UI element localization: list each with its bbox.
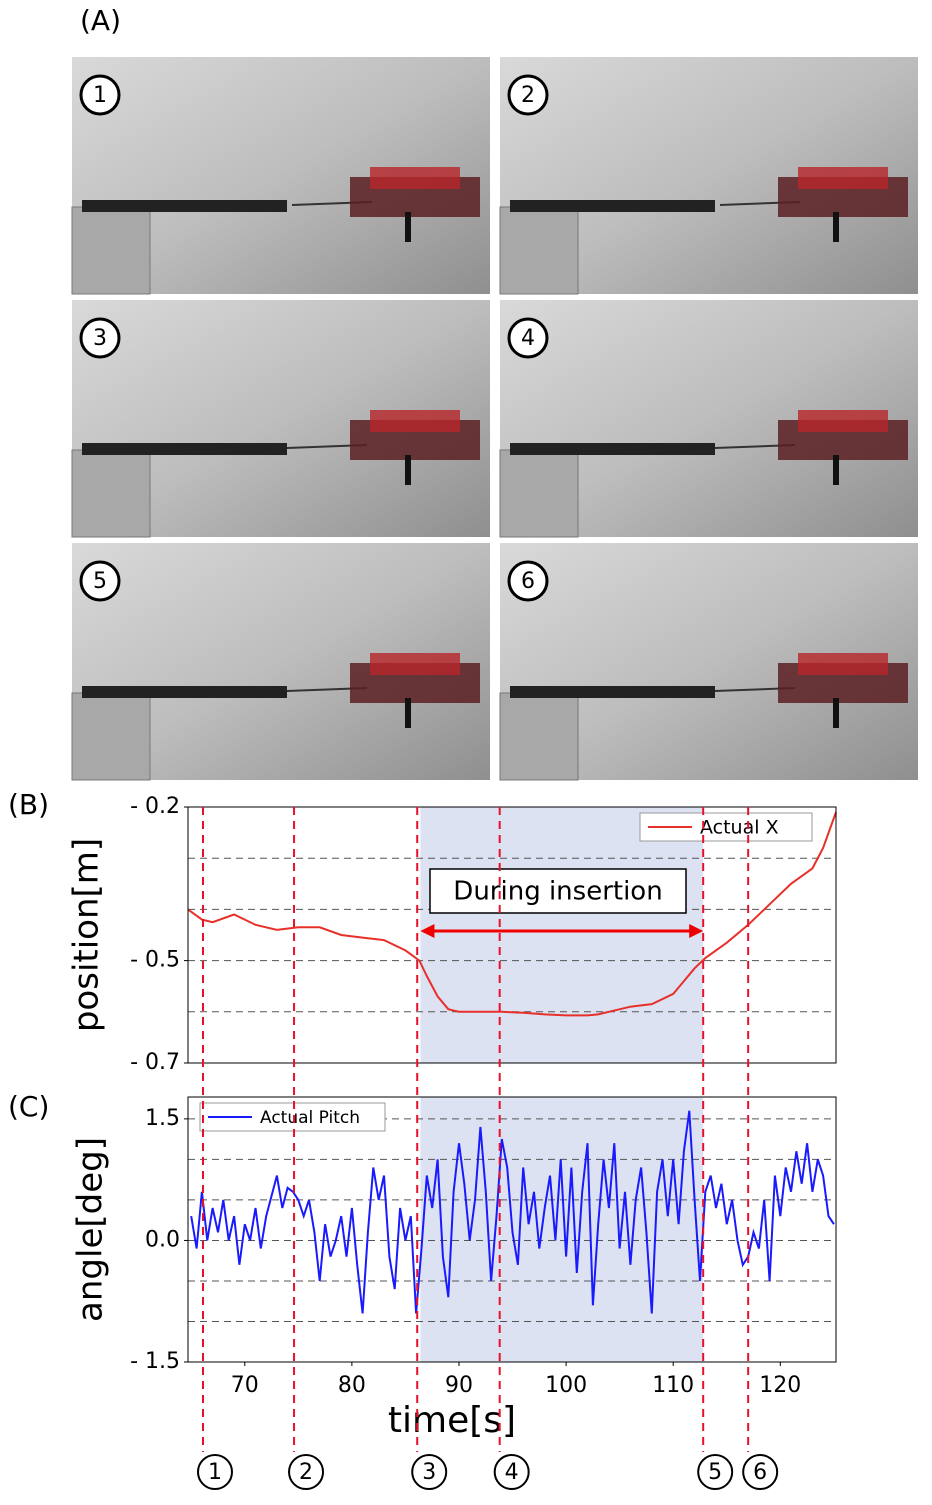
rod: [510, 686, 715, 698]
annotation: During insertion: [453, 877, 662, 907]
plot-frame: [187, 1096, 837, 1363]
photo-label-circle: [507, 74, 549, 116]
rod: [82, 443, 287, 455]
rod: [82, 686, 287, 698]
data-line: [190, 1110, 835, 1314]
robot-part: [370, 167, 460, 189]
rod: [82, 200, 287, 212]
photo-label-circle: [79, 317, 121, 359]
rod: [510, 200, 715, 212]
event-circle: [697, 1454, 734, 1490]
insertion-span: [420, 807, 704, 1063]
x-tick-label: 100: [545, 1373, 587, 1398]
insertion-span: [420, 1097, 704, 1362]
robot-part: [370, 653, 460, 675]
x-tick-label: 110: [652, 1373, 694, 1398]
y-tick-label: - 0.2: [130, 794, 180, 819]
photo-label-circle: [79, 74, 121, 116]
photo-label: 5: [93, 569, 107, 594]
robot-leg: [833, 698, 839, 728]
event-label: 3: [422, 1460, 436, 1485]
photo-label-circle: [507, 560, 549, 602]
annotation-box: [429, 868, 687, 914]
frame-stand: [71, 206, 151, 295]
photo-label-circle: [507, 317, 549, 359]
robot-part: [798, 167, 888, 189]
y-axis-label: angle[deg]: [71, 1137, 111, 1322]
panel-label: (B): [8, 788, 49, 821]
robot-leg: [405, 698, 411, 728]
frame-stand: [499, 449, 579, 538]
robot-leg: [405, 212, 411, 242]
event-circle: [742, 1454, 779, 1490]
plot-frame: [187, 806, 837, 1064]
event-circle: [411, 1454, 448, 1490]
legend-label: Actual Pitch: [260, 1108, 360, 1128]
robot-part: [798, 410, 888, 432]
y-tick-label: - 0.5: [130, 948, 180, 973]
event-circle: [288, 1454, 325, 1490]
robot-part: [370, 410, 460, 432]
photo-label: 1: [93, 83, 107, 108]
event-label: 6: [753, 1460, 767, 1485]
panel-label: (A): [80, 4, 121, 37]
legend-label: Actual X: [700, 817, 779, 839]
y-tick-label: 0.0: [145, 1227, 180, 1252]
x-tick-label: 120: [759, 1373, 801, 1398]
x-tick-label: 90: [445, 1373, 473, 1398]
event-label: 1: [208, 1460, 222, 1485]
photo-label: 2: [521, 83, 535, 108]
rod: [510, 443, 715, 455]
photo-label: 4: [521, 326, 535, 351]
robot-leg: [833, 455, 839, 485]
event-circle: [493, 1454, 530, 1490]
frame-stand: [499, 206, 579, 295]
arrow-head: [689, 924, 704, 938]
event-label: 5: [708, 1460, 722, 1485]
photo-label: 6: [521, 569, 535, 594]
robot-part: [798, 653, 888, 675]
data-line: [187, 811, 837, 1017]
frame-stand: [71, 449, 151, 538]
frame-stand: [499, 692, 579, 781]
event-label: 4: [505, 1460, 519, 1485]
y-tick-label: - 0.7: [130, 1050, 180, 1075]
event-circle: [196, 1454, 233, 1490]
photo-label-circle: [79, 560, 121, 602]
photo-label: 3: [93, 326, 107, 351]
event-label: 2: [299, 1460, 313, 1485]
panel-label: (C): [8, 1090, 49, 1123]
robot-leg: [833, 212, 839, 242]
arrow-head: [420, 924, 435, 938]
x-tick-label: 80: [338, 1373, 366, 1398]
y-tick-label: - 1.5: [130, 1349, 180, 1374]
x-axis-label: time[s]: [388, 1400, 516, 1441]
x-tick-label: 70: [231, 1373, 259, 1398]
y-axis-label: position[m]: [67, 838, 107, 1032]
y-tick-label: 1.5: [145, 1106, 180, 1131]
frame-stand: [71, 692, 151, 781]
robot-leg: [405, 455, 411, 485]
